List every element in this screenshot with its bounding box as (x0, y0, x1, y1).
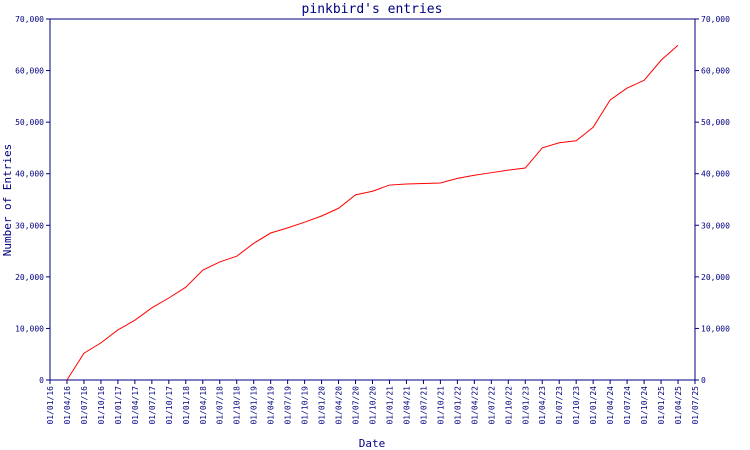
x-tick-label: 01/07/21 (419, 386, 428, 425)
y-tick-label: 0 (39, 376, 44, 385)
y2-tick-label: 60,000 (701, 67, 730, 76)
x-tick-label: 01/10/24 (640, 386, 649, 425)
x-tick-label: 01/04/17 (131, 386, 140, 425)
y-tick-label: 70,000 (15, 15, 44, 24)
x-tick-label: 01/07/25 (691, 386, 700, 425)
y2-tick-label: 10,000 (701, 324, 730, 333)
x-tick-label: 01/01/23 (521, 386, 530, 425)
x-tick-label: 01/07/22 (487, 386, 496, 425)
x-tick-label: 01/10/21 (436, 386, 445, 425)
plot-frame (49, 18, 696, 381)
x-tick-label: 01/07/24 (623, 386, 632, 425)
y-tick-label: 20,000 (15, 273, 44, 282)
x-tick-label: 01/10/19 (301, 386, 310, 425)
y-tick-label: 50,000 (15, 118, 44, 127)
x-tick-label: 01/04/19 (267, 386, 276, 425)
x-tick-label: 01/07/19 (284, 386, 293, 425)
x-tick-label: 01/01/17 (114, 386, 123, 425)
x-tick-label: 01/10/18 (233, 386, 242, 425)
y2-tick-label: 70,000 (701, 15, 730, 24)
y-tick-label: 10,000 (15, 324, 44, 333)
y2-tick-label: 50,000 (701, 118, 730, 127)
x-tick-label: 01/01/25 (657, 386, 666, 425)
x-tick-label: 01/07/23 (555, 386, 564, 425)
x-tick-label: 01/10/17 (165, 386, 174, 425)
y2-tick-label: 20,000 (701, 273, 730, 282)
x-tick-label: 01/07/18 (216, 386, 225, 425)
y-tick-label: 40,000 (15, 170, 44, 179)
x-tick-label: 01/01/22 (453, 386, 462, 425)
x-tick-label: 01/07/16 (80, 386, 89, 425)
x-tick-label: 01/04/18 (199, 386, 208, 425)
x-tick-label: 01/04/20 (335, 386, 344, 425)
x-tick-label: 01/04/21 (402, 386, 411, 425)
x-tick-label: 01/04/24 (606, 386, 615, 425)
x-tick-label: 01/10/16 (97, 386, 106, 425)
x-tick-label: 01/07/20 (352, 386, 361, 425)
x-tick-label: 01/01/20 (318, 386, 327, 425)
y-tick-label: 30,000 (15, 221, 44, 230)
x-axis-label: Date (359, 437, 386, 450)
x-tick-label: 01/01/21 (385, 386, 394, 425)
y-axis-label: Number of Entries (1, 144, 14, 257)
x-tick-label: 01/01/16 (46, 386, 55, 425)
y-tick-label: 60,000 (15, 67, 44, 76)
x-tick-label: 01/10/20 (369, 386, 378, 425)
x-tick-label: 01/04/23 (538, 386, 547, 425)
x-tick-label: 01/01/24 (589, 386, 598, 425)
x-tick-label: 01/01/18 (182, 386, 191, 425)
y2-tick-label: 40,000 (701, 170, 730, 179)
x-tick-label: 01/10/23 (572, 386, 581, 425)
x-tick-label: 01/07/17 (148, 386, 157, 425)
data-line (66, 44, 679, 381)
x-tick-label: 01/04/22 (470, 386, 479, 425)
y2-tick-label: 0 (701, 376, 706, 385)
x-tick-label: 01/04/25 (674, 386, 683, 425)
chart-title: pinkbird's entries (302, 2, 443, 17)
x-tick-label: 01/01/19 (250, 386, 259, 425)
y2-tick-label: 30,000 (701, 221, 730, 230)
x-tick-label: 01/04/16 (63, 386, 72, 425)
x-tick-label: 01/10/22 (504, 386, 513, 425)
